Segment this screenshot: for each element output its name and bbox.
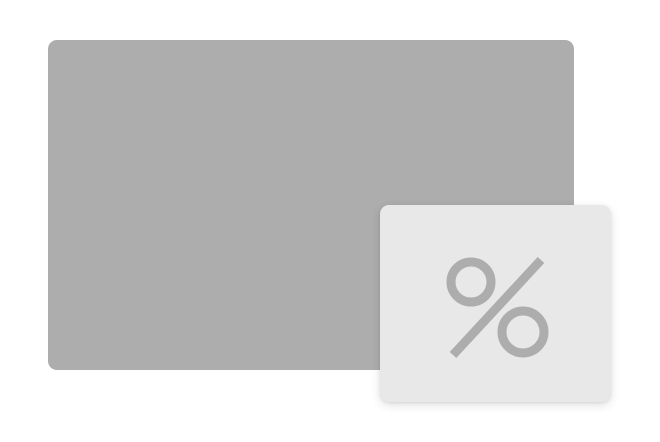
percent-badge: [380, 205, 611, 402]
percent-icon: [446, 256, 548, 358]
percent-icon-slash: [449, 256, 544, 358]
percent-icon-bottom-circle: [497, 306, 548, 357]
percent-icon-top-circle: [446, 257, 495, 306]
